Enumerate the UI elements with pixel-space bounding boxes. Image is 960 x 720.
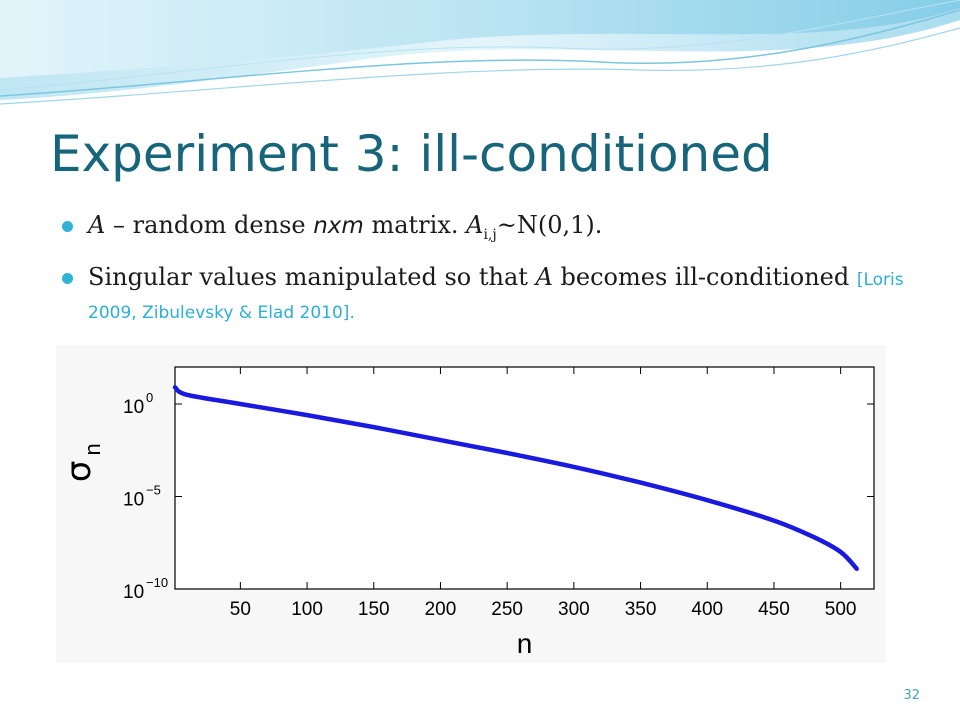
bullet-dot-icon — [62, 273, 73, 284]
x-tick-label: 150 — [358, 599, 390, 620]
matrix-symbol: A — [535, 263, 553, 291]
y-tick-label-exponent: −10 — [146, 575, 168, 590]
singular-values-chart: 50 100 150 200 250 300 350 400 450 500 10 010 −510−… — [56, 345, 886, 663]
matrix-entry-symbol: A — [466, 211, 484, 239]
page-number: 32 — [903, 688, 920, 703]
y-axis-label: σ n — [59, 443, 105, 482]
plot-frame — [174, 366, 875, 590]
matrix-entry-subscript: i,j — [483, 227, 497, 243]
bullet-item-matrix: A – random dense nxm matrix. Ai,j~N(0,1)… — [62, 210, 922, 250]
series-line-sigma — [172, 385, 859, 571]
x-tick-label: 200 — [425, 599, 457, 620]
x-tick-label: 450 — [758, 599, 790, 620]
bullet1-text-a: – random dense — [105, 211, 314, 239]
x-tick-label: 300 — [558, 599, 590, 620]
x-tick-label: 350 — [625, 599, 657, 620]
bullet-item-singular-values: Singular values manipulated so that A be… — [62, 262, 922, 328]
x-tick-label: 250 — [491, 599, 523, 620]
citation: [Loris 2009, Zibulevsky & Elad 2010]. — [88, 270, 904, 323]
y-tick-label: 10 — [123, 582, 144, 603]
x-tick-label: 400 — [691, 599, 723, 620]
y-axis-label-subscript: n — [80, 443, 105, 455]
bullet-list: A – random dense nxm matrix. Ai,j~N(0,1)… — [62, 210, 922, 340]
bullet2-text-a: Singular values manipulated so that — [88, 263, 536, 291]
x-ticks: 50 100 150 200 250 300 350 400 450 500 — [230, 367, 857, 620]
x-axis-label: n — [517, 628, 533, 659]
y-tick-label: 10 — [123, 397, 144, 418]
slide-title: Experiment 3: ill-conditioned — [50, 125, 773, 183]
bullet1-text-b: matrix. — [363, 211, 467, 239]
y-tick-label-exponent: 0 — [146, 390, 153, 405]
dim-m: m — [341, 213, 364, 239]
decorative-wave-header — [0, 0, 960, 105]
bullet2-text-b: becomes ill-conditioned — [552, 263, 857, 291]
y-tick-label: 10 — [123, 490, 144, 511]
bullet-dot-icon — [62, 221, 73, 232]
x-tick-label: 500 — [825, 599, 857, 620]
x-tick-label: 50 — [230, 599, 251, 620]
bullet1-text-c: ~N(0,1). — [496, 211, 603, 239]
y-axis-label-sigma: σ — [59, 461, 99, 483]
y-tick-label-exponent: −5 — [146, 483, 161, 498]
dim-n: n — [313, 213, 328, 239]
dim-x: x — [327, 213, 342, 239]
matrix-symbol: A — [88, 211, 106, 239]
x-tick-label: 100 — [291, 599, 323, 620]
